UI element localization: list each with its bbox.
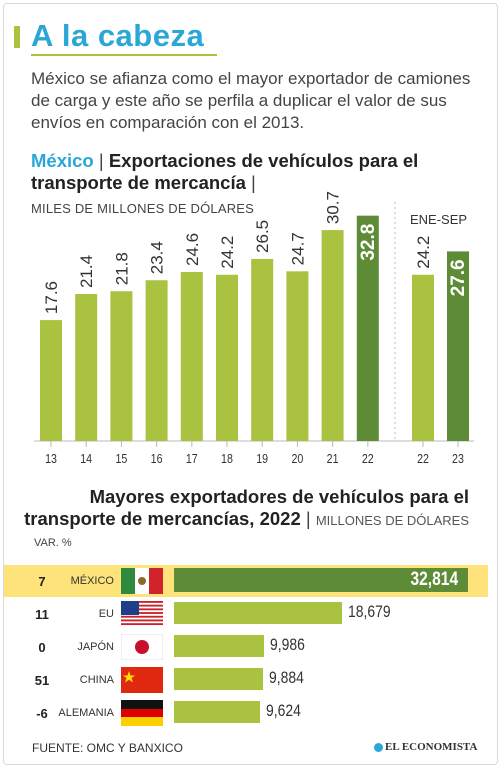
var-value: -6 — [36, 706, 48, 721]
chart1-title: México | Exportaciones de vehículos para… — [31, 150, 471, 194]
logo-icon — [374, 742, 383, 752]
annual-data-label-21: 30.7 — [324, 191, 343, 224]
annual-exports-chart: 13 17.6 14 21.4 15 21.8 16 23.4 17 24.6 18 24.2 19 26… — [34, 191, 474, 466]
publisher-logo: EL ECONOMISTA — [374, 741, 477, 753]
ytd-data-label-23: 27.6 — [448, 259, 469, 296]
annual-data-label-22: 32.8 — [358, 224, 379, 261]
annual-bar-22 — [356, 215, 379, 441]
annual-tick-label-14: 14 — [80, 451, 92, 466]
annual-data-label-17: 24.6 — [183, 233, 202, 266]
annual-tick-label-21: 21 — [327, 451, 339, 466]
annual-tick-label-16: 16 — [151, 451, 163, 466]
var-value: 7 — [38, 574, 46, 589]
title-separator-end: | — [251, 172, 256, 193]
country-label: EU — [98, 608, 114, 620]
exporter-value-label: 32,814 — [410, 569, 459, 590]
ytd-tick-label-22: 22 — [417, 451, 429, 466]
exporter-value-label: 9,986 — [269, 635, 305, 654]
title-underline — [31, 54, 217, 56]
exporter-bar — [174, 668, 263, 690]
var-value: 0 — [38, 640, 46, 655]
annual-tick-label-20: 20 — [291, 451, 303, 466]
chart1-title-highlight: México — [31, 150, 94, 171]
exporter-value-label: 9,624 — [266, 701, 302, 720]
country-label: MÉXICO — [70, 575, 114, 587]
country-label: ALEMANIA — [58, 707, 114, 719]
intro-text: México se afianza como el mayor exportad… — [31, 69, 471, 132]
annual-tick-label-17: 17 — [186, 451, 198, 466]
annual-data-label-13: 17.6 — [42, 281, 61, 314]
annual-data-label-18: 24.2 — [218, 236, 237, 269]
var-value: 51 — [34, 673, 50, 688]
annual-data-label-14: 21.4 — [77, 255, 96, 288]
annual-data-label-16: 23.4 — [148, 241, 167, 274]
chart2-units: MILLONES DE DÓLARES — [315, 513, 469, 528]
ytd-tick-label-23: 23 — [452, 451, 464, 466]
annual-tick-label-22: 22 — [362, 451, 374, 466]
infographic-frame: A la cabeza México se afianza como el ma… — [3, 3, 498, 765]
var-column-header: VAR. % — [34, 537, 72, 549]
chart1-title-text: Exportaciones de vehículos para el trans… — [31, 150, 419, 193]
annual-bar-20 — [286, 271, 309, 441]
japan-flag-icon — [120, 633, 164, 661]
exporter-value-label: 18,679 — [347, 602, 391, 621]
exporter-bar — [174, 602, 342, 624]
ytd-bar-22 — [412, 274, 434, 441]
annual-data-label-15: 21.8 — [112, 252, 131, 285]
annual-bar-21 — [321, 230, 344, 441]
chart2-title: Mayores exportadores de vehículos para e… — [4, 486, 469, 532]
annual-bar-15 — [110, 291, 133, 441]
china-flag-icon — [121, 667, 163, 693]
chart1-units: MILES DE MILLONES DE DÓLARES — [31, 201, 255, 216]
country-label: CHINA — [79, 674, 114, 686]
annual-bar-16 — [145, 280, 168, 441]
page-title: A la cabeza — [31, 18, 205, 53]
title-accent-bar — [14, 26, 20, 48]
annual-tick-label-13: 13 — [45, 451, 57, 466]
title-separator: | — [98, 150, 104, 171]
source-note: FUENTE: OMC Y BANXICO — [32, 741, 183, 755]
chart2-title-separator: | — [305, 508, 311, 529]
annual-bar-19 — [251, 258, 274, 441]
annual-tick-label-18: 18 — [221, 451, 233, 466]
annual-bar-17 — [180, 271, 203, 441]
annual-bar-14 — [75, 293, 98, 441]
annual-bar-18 — [216, 274, 238, 441]
annual-tick-label-19: 19 — [256, 451, 268, 466]
logo-text: EL ECONOMISTA — [385, 741, 478, 753]
usa-flag-icon — [121, 601, 163, 627]
exporter-value-label: 9,884 — [268, 668, 304, 687]
mexico-flag-icon — [121, 568, 163, 594]
exporter-bar — [174, 635, 264, 657]
annual-data-label-20: 24.7 — [288, 232, 307, 265]
annual-tick-label-15: 15 — [115, 451, 127, 466]
exporter-bar — [174, 568, 469, 592]
country-label: JAPÓN — [77, 641, 114, 653]
ytd-data-label-22: 24.2 — [414, 236, 433, 269]
chart1-secondary-label: ENE-SEP — [410, 212, 468, 227]
chart2-title-text: Mayores exportadores de vehículos para e… — [24, 486, 469, 529]
ytd-bar-23 — [447, 251, 469, 441]
germany-flag-icon — [121, 700, 163, 726]
annual-data-label-19: 26.5 — [253, 220, 272, 253]
var-value: 11 — [35, 607, 49, 622]
annual-bar-13 — [40, 320, 62, 441]
exporter-bar — [174, 701, 261, 723]
